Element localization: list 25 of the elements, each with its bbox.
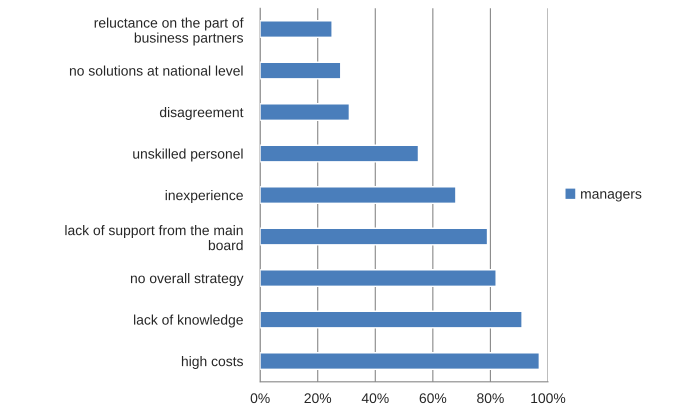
bar (260, 20, 333, 38)
y-tick-label: high costs (182, 356, 243, 369)
y-tick-label: lack of support from the main board (65, 225, 243, 250)
bar (260, 352, 540, 370)
y-tick-label: no solutions at national level (70, 66, 243, 76)
bar (260, 144, 420, 163)
x-tick-label: 60% (420, 393, 446, 404)
bar (260, 186, 457, 204)
y-tick-label: lack of knowledge (134, 314, 243, 328)
y-tick-label: unskilled personel (133, 148, 243, 162)
x-tick-label: 80% (477, 393, 504, 404)
y-tick-label: no overall strategy (130, 273, 244, 286)
x-tick-label: 40% (362, 393, 389, 404)
bar (260, 103, 350, 122)
bar (260, 310, 523, 329)
bar (260, 228, 488, 246)
bar (260, 62, 342, 80)
y-tick-label: disagreement (160, 107, 244, 120)
legend-label: managers (581, 191, 642, 202)
y-tick-label: inexperience (166, 190, 243, 203)
x-tick-label: 100% (531, 393, 566, 404)
bar (260, 269, 497, 288)
x-tick-label: 0% (250, 393, 270, 404)
x-tick-label: 20% (304, 393, 332, 404)
y-tick-label: reluctance on the part of business partners (94, 18, 244, 46)
